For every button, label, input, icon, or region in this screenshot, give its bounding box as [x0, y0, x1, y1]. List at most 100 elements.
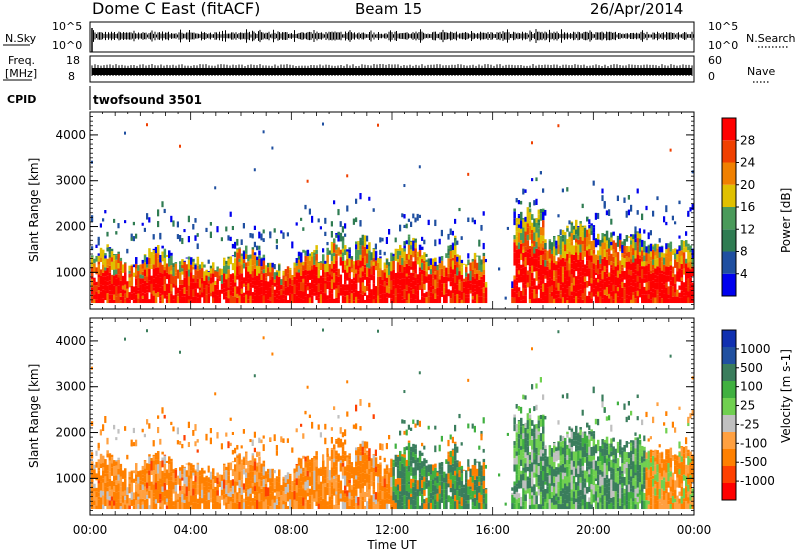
power-echo: [586, 216, 589, 222]
power-echo: [330, 253, 334, 262]
power-echo: [682, 292, 686, 296]
power-echo: [535, 241, 538, 249]
power-echo: [654, 282, 657, 290]
velocity-echo: [170, 476, 173, 481]
velocity-echo: [515, 423, 519, 429]
velocity-echo: [456, 446, 459, 453]
power-echo: [575, 252, 578, 263]
velocity-echo: [531, 498, 534, 505]
power-echo: [278, 264, 281, 271]
velocity-echo: [427, 465, 431, 473]
velocity-echo: [179, 441, 182, 445]
velocity-echo: [374, 499, 378, 505]
power-echo: [537, 214, 541, 220]
power-echo: [174, 263, 178, 273]
velocity-echo: [414, 500, 417, 506]
velocity-echo: [526, 413, 530, 421]
velocity-echo: [141, 498, 145, 502]
power-echo: [253, 276, 257, 281]
velocity-echo: [401, 505, 404, 510]
velocity-echo: [163, 482, 167, 491]
velocity-echo: [447, 451, 450, 455]
velocity-echo: [220, 474, 224, 481]
power-echo: [458, 279, 461, 283]
velocity-echo: [308, 466, 312, 473]
power-echo: [117, 251, 120, 254]
power-echo: [632, 279, 635, 287]
power-echo: [524, 246, 527, 252]
power-echo: [685, 270, 688, 281]
power-echo: [97, 236, 100, 240]
power-echo: [410, 260, 413, 267]
power-echo: [240, 264, 244, 274]
power-echo: [227, 235, 230, 241]
power-echo: [634, 282, 637, 292]
power-echo: [630, 275, 633, 283]
nsearch-tick-top: 10^5: [708, 20, 738, 33]
velocity-echo: [93, 491, 96, 501]
power-echo: [159, 293, 162, 297]
velocity-echo: [236, 444, 239, 450]
power-echo: [401, 299, 404, 304]
velocity-echo: [524, 463, 527, 467]
power-echo: [322, 277, 325, 285]
power-echo: [531, 246, 534, 257]
velocity-echo: [357, 455, 360, 466]
velocity-echo: [251, 453, 255, 456]
velocity-echo: [280, 485, 283, 491]
power-echo: [528, 266, 532, 272]
velocity-echo: [196, 488, 200, 495]
power-echo: [588, 224, 591, 229]
power-echo: [306, 179, 309, 183]
power-echo: [592, 288, 596, 297]
power-echo: [669, 241, 673, 245]
power-echo: [143, 254, 147, 256]
power-echo: [234, 241, 237, 249]
velocity-echo: [414, 479, 417, 484]
power-echo: [242, 283, 246, 287]
velocity-echo: [423, 445, 426, 450]
power-echo: [570, 295, 574, 304]
power-echo: [196, 265, 200, 271]
power-echo: [289, 269, 292, 279]
power-echo: [577, 267, 580, 275]
power-echo: [414, 273, 417, 278]
power-echo: [658, 267, 662, 274]
velocity-echo: [528, 472, 532, 478]
nave-tick-bottom: 0: [708, 70, 715, 83]
power-echo: [627, 295, 631, 304]
power-echo: [557, 268, 560, 276]
velocity-echo: [460, 465, 464, 470]
velocity-echo: [130, 491, 134, 500]
velocity-echo: [304, 502, 307, 510]
velocity-echo: [137, 499, 140, 505]
power-echo: [432, 273, 435, 279]
power-echo: [350, 293, 354, 304]
power-echo: [621, 281, 624, 288]
power-echo: [564, 266, 567, 271]
velocity-echo: [522, 470, 525, 474]
velocity-echo: [531, 486, 534, 493]
velocity-echo: [295, 471, 299, 479]
power-echo: [603, 242, 607, 250]
power-echo: [597, 268, 600, 275]
velocity-echo: [328, 456, 332, 461]
velocity-echo: [238, 480, 241, 488]
power-echo: [165, 254, 169, 257]
velocity-echo: [377, 329, 379, 333]
power-echo: [249, 254, 252, 256]
power-echo: [548, 258, 552, 263]
velocity-echo: [432, 499, 435, 510]
power-echo: [225, 279, 228, 288]
power-echo: [685, 258, 688, 264]
velocity-echo: [403, 430, 406, 435]
power-echo: [581, 251, 585, 260]
power-echo: [381, 237, 384, 242]
power-echo: [588, 248, 591, 256]
power-echo: [548, 239, 552, 241]
velocity-echo: [132, 478, 136, 483]
power-echo: [451, 286, 455, 294]
velocity-echo: [383, 457, 386, 463]
velocity-echo: [396, 465, 400, 469]
